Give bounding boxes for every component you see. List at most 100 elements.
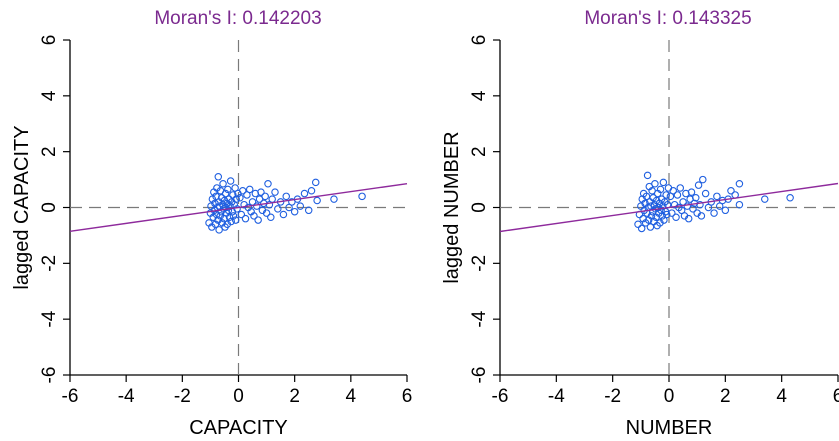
data-point <box>262 209 271 217</box>
data-point <box>224 185 232 194</box>
data-point <box>229 212 238 220</box>
data-point <box>307 187 316 195</box>
data-point <box>221 189 230 198</box>
y-tick-label: 4 <box>39 90 60 101</box>
x-axis-label: NUMBER <box>626 417 713 439</box>
data-point <box>687 188 696 196</box>
x-tick-label: 0 <box>664 386 675 407</box>
data-point <box>267 213 275 222</box>
data-point <box>684 214 693 223</box>
data-point <box>296 202 305 210</box>
x-tick-label: -4 <box>548 386 565 407</box>
data-point <box>233 205 241 213</box>
data-point <box>646 223 655 231</box>
x-tick-label: -2 <box>174 386 191 407</box>
data-point <box>761 195 769 203</box>
data-point <box>643 171 652 180</box>
data-point <box>304 206 313 215</box>
data-point <box>656 185 665 194</box>
y-tick-label: -4 <box>469 310 490 327</box>
data-point <box>300 189 309 198</box>
data-point <box>710 209 718 217</box>
data-point <box>664 184 673 192</box>
chart-title: Moran's I: 0.143325 <box>584 8 751 29</box>
data-point <box>659 178 668 187</box>
moran-plot-number: Moran's I: 0.143325 -6 -4 -2 0 2 4 6 -6 -4 -2 0 2 4 6 N… <box>441 8 839 439</box>
data-point <box>257 188 265 196</box>
y-tick-label: -2 <box>39 255 60 272</box>
regression-line <box>69 182 408 233</box>
y-tick-label: 6 <box>39 35 60 46</box>
data-point <box>254 216 262 224</box>
data-point <box>313 196 321 205</box>
data-point <box>668 209 676 217</box>
data-point <box>676 184 685 192</box>
data-point <box>673 191 682 199</box>
data-point <box>637 224 646 233</box>
data-point <box>727 187 735 195</box>
x-tick-label: 0 <box>233 386 244 407</box>
data-point <box>214 173 223 181</box>
data-point <box>290 207 299 216</box>
y-tick-label: 0 <box>39 202 60 213</box>
data-point <box>237 210 246 219</box>
x-tick-label: 4 <box>776 386 787 407</box>
regression-line <box>499 182 839 233</box>
data-point <box>651 180 659 188</box>
x-tick-label: -6 <box>492 386 509 407</box>
data-point <box>786 193 794 202</box>
x-tick-label: -6 <box>62 386 79 407</box>
y-tick-label: 4 <box>469 90 490 101</box>
data-point <box>238 187 247 195</box>
data-point <box>250 212 258 220</box>
data-point <box>669 187 677 195</box>
data-point <box>697 212 706 220</box>
x-tick-label: 2 <box>289 386 300 407</box>
data-point <box>699 175 707 184</box>
data-point <box>253 202 261 210</box>
data-point <box>241 214 250 223</box>
data-point <box>311 178 320 187</box>
data-point <box>692 193 700 202</box>
x-axis-label: CAPACITY <box>189 417 288 439</box>
data-point <box>735 180 744 188</box>
data-point <box>735 200 744 209</box>
y-axis-label: lagged CAPACITY <box>11 125 33 289</box>
data-point <box>261 192 269 201</box>
y-axis-label: lagged NUMBER <box>441 131 463 283</box>
y-tick-label: 2 <box>39 146 60 157</box>
data-point <box>279 210 288 219</box>
x-tick-label: 6 <box>402 386 413 407</box>
y-tick-label: -6 <box>469 367 490 384</box>
x-tick-label: -2 <box>604 386 621 407</box>
y-tick-label: 6 <box>469 35 490 46</box>
data-point <box>215 226 223 234</box>
data-point <box>696 200 704 209</box>
data-point <box>274 205 282 213</box>
data-point <box>694 181 703 189</box>
chart-title: Moran's I: 0.142203 <box>154 8 321 29</box>
data-point <box>657 206 665 215</box>
data-point <box>330 195 338 203</box>
data-point <box>231 216 240 224</box>
y-tick-label: -2 <box>469 255 490 272</box>
x-tick-label: -4 <box>118 386 135 407</box>
x-tick-label: 4 <box>346 386 357 407</box>
data-point <box>236 193 244 202</box>
data-point <box>634 220 642 229</box>
x-tick-label: 6 <box>833 386 839 407</box>
data-point <box>662 191 670 199</box>
data-point <box>228 207 237 216</box>
data-point <box>689 205 697 213</box>
data-point <box>271 188 279 196</box>
moran-plot-capacity: Moran's I: 0.142203 -6 -4 -2 0 2 4 6 -6 -4 -2 0 2 4 6 C… <box>11 8 412 439</box>
x-tick-label: 2 <box>720 386 731 407</box>
data-point <box>264 180 272 188</box>
y-tick-label: 2 <box>469 146 490 157</box>
data-point <box>721 206 730 215</box>
data-point <box>224 206 233 215</box>
data-point <box>358 192 366 201</box>
y-tick-label: -4 <box>39 310 60 327</box>
data-point <box>701 189 710 198</box>
